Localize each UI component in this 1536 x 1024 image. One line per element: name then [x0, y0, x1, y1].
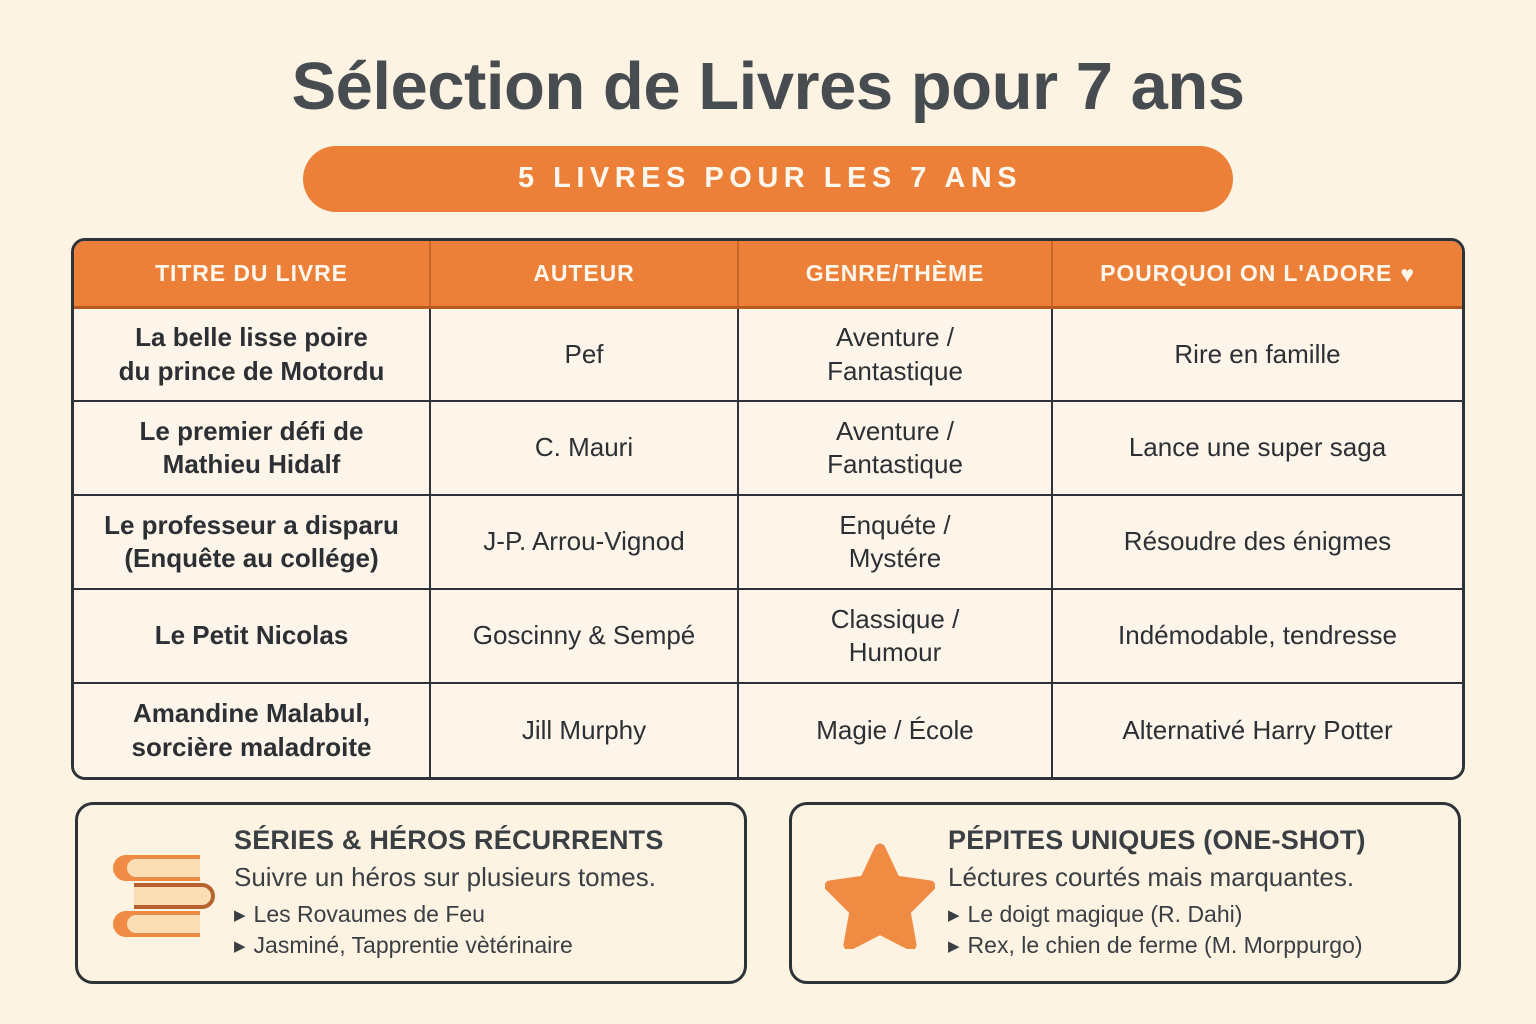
card-subtitle: Suivre un héros sur plusieurs tomes.: [234, 862, 656, 893]
card-subtitle: Léctures courtés mais marquantes.: [948, 862, 1355, 893]
triangle-bullet-icon: ▶: [948, 907, 960, 925]
list-item-label: Le doigt magique (R. Dahi): [967, 901, 1243, 928]
table-row: Amandine Malabul, sorcière maladroite Jil…: [74, 683, 1462, 778]
cell-book-author: Jill Murphy: [430, 683, 739, 778]
cell-book-why: Rire en famille: [1052, 307, 1462, 403]
cell-book-why: Lance une super saga: [1052, 401, 1462, 497]
books-table: TITRE DU LIVRE AUTEUR GENRE/THÈME POURQU…: [74, 241, 1462, 778]
cell-book-author: Goscinny & Sempé: [430, 589, 739, 685]
star-icon: [818, 825, 942, 950]
cell-book-genre: Aventure / Fantastique: [738, 307, 1053, 403]
column-header-why: POURQUOI ON L'ADORE ♥: [1052, 241, 1462, 309]
cell-book-title: Le premier défi de Mathieu Hidalf: [74, 401, 431, 497]
card-title: SÉRIES & HÉROS RÉCURRENTS: [234, 825, 664, 856]
table-row: Le premier défi de Mathieu Hidalf C. Maur…: [74, 401, 1462, 497]
table-row: La belle lisse poire du prince de Motordu…: [74, 307, 1462, 403]
triangle-bullet-icon: ▶: [948, 937, 960, 955]
cell-book-author: J-P. Arrou-Vignod: [430, 495, 739, 591]
bottom-cards: SÉRIES & HÉROS RÉCURRENTS Suivre un héro…: [0, 802, 1536, 985]
cell-book-why: Résoudre des énigmes: [1052, 495, 1462, 591]
card-unique-gems: PÉPITES UNIQUES (ONE-SHOT) Léctures cour…: [789, 802, 1461, 985]
card-body: PÉPITES UNIQUES (ONE-SHOT) Léctures cour…: [942, 825, 1436, 960]
list-item: ▶ Les Rovaumes de Feu: [234, 899, 722, 929]
column-header-title-label: TITRE DU LIVRE: [155, 260, 348, 287]
cell-book-why: Indémodable, tendresse: [1052, 589, 1462, 685]
table-row: Le professeur a disparu (Enquête au collé…: [74, 495, 1462, 591]
table-body: La belle lisse poire du prince de Motordu…: [74, 307, 1462, 778]
table-header-row: TITRE DU LIVRE AUTEUR GENRE/THÈME POURQU…: [74, 241, 1462, 309]
column-header-why-label: POURQUOI ON L'ADORE: [1100, 260, 1393, 287]
cell-book-genre: Aventure / Fantastique: [738, 401, 1053, 497]
list-item: ▶ Rex, le chien de ferme (M. Morppurgo): [948, 930, 1436, 960]
column-header-genre-label: GENRE/THÈME: [805, 260, 985, 287]
subtitle-badge: 5 LIVRES POUR LES 7 ANS: [303, 146, 1233, 213]
cell-book-title: Amandine Malabul, sorcière maladroite: [74, 683, 431, 778]
heart-icon: ♥: [1400, 261, 1415, 288]
cell-book-genre: Enquéte / Mystére: [738, 495, 1053, 591]
cell-book-title: Le professeur a disparu (Enquête au collé…: [74, 495, 431, 591]
page-title: Sélection de Livres pour 7 ans: [291, 49, 1245, 124]
book-stack-icon-svg: [113, 855, 215, 938]
cell-book-genre: Classique / Humour: [738, 589, 1053, 685]
card-title: PÉPITES UNIQUES (ONE-SHOT): [948, 825, 1366, 856]
list-item-label: Les Rovaumes de Feu: [253, 901, 485, 928]
cell-book-genre: Magie / École: [738, 683, 1053, 778]
list-item: ▶ Le doigt magique (R. Dahi): [948, 899, 1436, 929]
card-body: SÉRIES & HÉROS RÉCURRENTS Suivre un héro…: [228, 825, 722, 960]
triangle-bullet-icon: ▶: [234, 937, 246, 955]
cell-book-why: Alternativé Harry Potter: [1052, 683, 1462, 778]
cell-book-author: Pef: [430, 307, 739, 403]
card-series-heroes: SÉRIES & HÉROS RÉCURRENTS Suivre un héro…: [75, 802, 747, 985]
list-item: ▶ Jasminé, Tapprentie vètérinaire: [234, 930, 722, 960]
column-header-genre: GENRE/THÈME: [738, 241, 1053, 309]
column-header-title: TITRE DU LIVRE: [74, 241, 431, 309]
column-header-author: AUTEUR: [430, 241, 739, 309]
cell-book-title: La belle lisse poire du prince de Motordu: [74, 307, 431, 403]
card-list: ▶ Les Rovaumes de Feu ▶ Jasminé, Tapprenti…: [234, 899, 722, 960]
table-header: TITRE DU LIVRE AUTEUR GENRE/THÈME POURQU…: [74, 241, 1462, 309]
book-stack-icon: [104, 825, 228, 947]
list-item-label: Rex, le chien de ferme (M. Morppurgo): [967, 931, 1363, 958]
column-header-author-label: AUTEUR: [533, 260, 635, 287]
cell-book-author: C. Mauri: [430, 401, 739, 497]
card-list: ▶ Le doigt magique (R. Dahi) ▶ Rex, le chi…: [948, 899, 1436, 960]
star-icon-svg: [825, 843, 935, 950]
cell-book-title: Le Petit Nicolas: [74, 589, 431, 685]
table-row: Le Petit Nicolas Goscinny & Sempé Classi…: [74, 589, 1462, 685]
triangle-bullet-icon: ▶: [234, 907, 246, 925]
list-item-label: Jasminé, Tapprentie vètérinaire: [253, 931, 573, 958]
badge-container: 5 LIVRES POUR LES 7 ANS: [0, 146, 1536, 213]
books-table-container: TITRE DU LIVRE AUTEUR GENRE/THÈME POURQU…: [71, 238, 1465, 781]
